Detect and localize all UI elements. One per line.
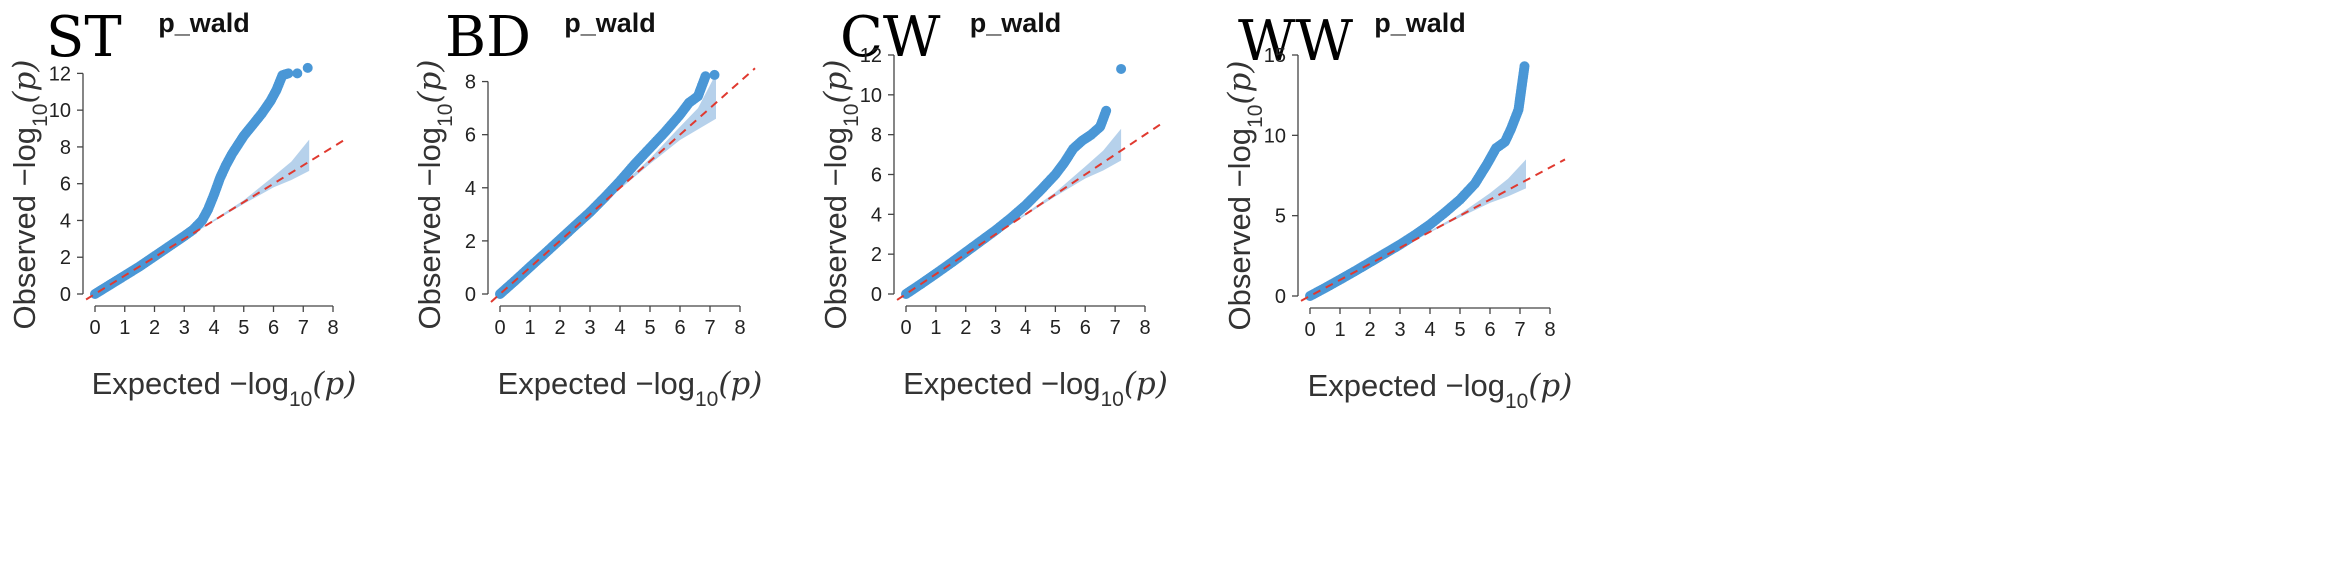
reference-line xyxy=(896,123,1161,301)
y-tick-label: 8 xyxy=(871,125,882,147)
chart-title: p_wald xyxy=(158,8,250,38)
reference-line xyxy=(85,136,349,301)
panel-label: ST xyxy=(46,5,122,70)
data-point xyxy=(1116,63,1127,74)
x-tick-label: 8 xyxy=(1544,319,1555,341)
x-tick-label: 3 xyxy=(1394,319,1405,341)
x-tick-label: 5 xyxy=(1454,319,1465,341)
y-tick-label: 8 xyxy=(465,72,476,94)
y-tick-label: 2 xyxy=(871,244,882,266)
y-tick-label: 0 xyxy=(465,284,476,306)
chart-title: p_wald xyxy=(970,8,1062,38)
x-tick-label: 4 xyxy=(614,317,625,339)
x-tick-label: 3 xyxy=(179,317,190,339)
x-tick-label: 7 xyxy=(1514,319,1525,341)
y-tick-label: 0 xyxy=(1275,286,1286,308)
y-tick-label: 4 xyxy=(465,178,476,200)
x-tick-label: 0 xyxy=(494,317,505,339)
x-tick-label: 3 xyxy=(584,317,595,339)
qq-panel-cw: CW p_wald 0 2 4 6 8 10 12 0 1 2 3 4 5 6 7 8 Expected −log… xyxy=(810,0,1393,578)
x-tick-label: 8 xyxy=(327,317,338,339)
qq-panel-bd: BD p_wald 0 2 4 6 8 0 1 2 3 4 5 6 7 8 Expected −log10(p… xyxy=(400,0,983,578)
x-tick-label: 1 xyxy=(119,317,130,339)
x-tick-label: 2 xyxy=(960,317,971,339)
x-tick-label: 5 xyxy=(644,317,655,339)
x-tick-label: 2 xyxy=(554,317,565,339)
x-tick-label: 1 xyxy=(1334,319,1345,341)
x-tick-label: 6 xyxy=(268,317,279,339)
y-tick-label: 6 xyxy=(871,165,882,187)
data-point xyxy=(302,62,313,73)
x-tick-label: 7 xyxy=(704,317,715,339)
chart-title: p_wald xyxy=(564,8,656,38)
x-tick-label: 5 xyxy=(1050,317,1061,339)
x-tick-label: 0 xyxy=(900,317,911,339)
x-axis-label: Expected −log10(p) xyxy=(498,366,763,411)
y-tick-label: 5 xyxy=(1275,206,1286,228)
y-tick-label: 15 xyxy=(1264,45,1286,67)
y-tick-label: 10 xyxy=(49,100,71,122)
y-axis-label: Observed −log10(p) xyxy=(7,60,52,330)
x-tick-label: 4 xyxy=(208,317,219,339)
data-point xyxy=(1519,61,1530,72)
y-tick-label: 6 xyxy=(465,125,476,147)
x-axis-label: Expected −log10(p) xyxy=(92,366,357,411)
x-tick-label: 0 xyxy=(1304,319,1315,341)
panel-label: BD xyxy=(445,5,532,70)
x-tick-label: 8 xyxy=(734,317,745,339)
y-tick-label: 8 xyxy=(60,137,71,159)
x-tick-label: 7 xyxy=(1110,317,1121,339)
x-tick-label: 6 xyxy=(1080,317,1091,339)
x-tick-label: 4 xyxy=(1020,317,1031,339)
x-axis-label: Expected −log10(p) xyxy=(903,366,1168,411)
chart-title: p_wald xyxy=(1374,8,1466,38)
data-point xyxy=(283,68,294,79)
x-axis-label: Expected −log10(p) xyxy=(1308,368,1573,413)
data-point xyxy=(1101,105,1112,116)
y-tick-label: 6 xyxy=(60,174,71,196)
reference-line xyxy=(490,67,756,303)
y-tick-label: 0 xyxy=(60,284,71,306)
x-tick-label: 8 xyxy=(1139,317,1150,339)
data-point xyxy=(700,71,711,82)
y-tick-label: 2 xyxy=(60,247,71,269)
qq-panel-ww: WW p_wald 0 5 10 15 0 1 2 3 4 5 6 7 8 Expected −log10(… xyxy=(1222,0,1813,578)
x-tick-label: 2 xyxy=(1364,319,1375,341)
y-tick-label: 10 xyxy=(1264,125,1286,147)
data-point xyxy=(292,68,303,79)
x-tick-label: 0 xyxy=(89,317,100,339)
y-axis-label: Observed −log10(p) xyxy=(1222,61,1267,331)
x-tick-label: 3 xyxy=(990,317,1001,339)
y-axis-label: Observed −log10(p) xyxy=(412,60,457,330)
y-tick-label: 4 xyxy=(60,210,71,232)
x-tick-label: 6 xyxy=(674,317,685,339)
data-point xyxy=(709,69,720,80)
y-tick-label: 12 xyxy=(49,63,71,85)
panel-label: CW xyxy=(840,5,941,70)
y-tick-label: 12 xyxy=(860,45,882,67)
y-tick-label: 4 xyxy=(871,204,882,226)
x-tick-label: 1 xyxy=(524,317,535,339)
x-tick-label: 2 xyxy=(149,317,160,339)
x-tick-label: 7 xyxy=(298,317,309,339)
x-tick-label: 6 xyxy=(1484,319,1495,341)
qq-panel-st: ST p_wald 0 2 4 6 8 10 12 0 1 2 3 4 5 6 7 8 Expected −log… xyxy=(0,0,583,578)
panel-label: WW xyxy=(1238,9,1354,74)
y-axis-label: Observed −log10(p) xyxy=(818,60,863,330)
x-tick-label: 1 xyxy=(930,317,941,339)
reference-line xyxy=(1300,158,1566,302)
y-tick-label: 0 xyxy=(871,284,882,306)
y-tick-label: 10 xyxy=(860,85,882,107)
y-tick-label: 2 xyxy=(465,231,476,253)
x-tick-label: 5 xyxy=(238,317,249,339)
x-tick-label: 4 xyxy=(1424,319,1435,341)
